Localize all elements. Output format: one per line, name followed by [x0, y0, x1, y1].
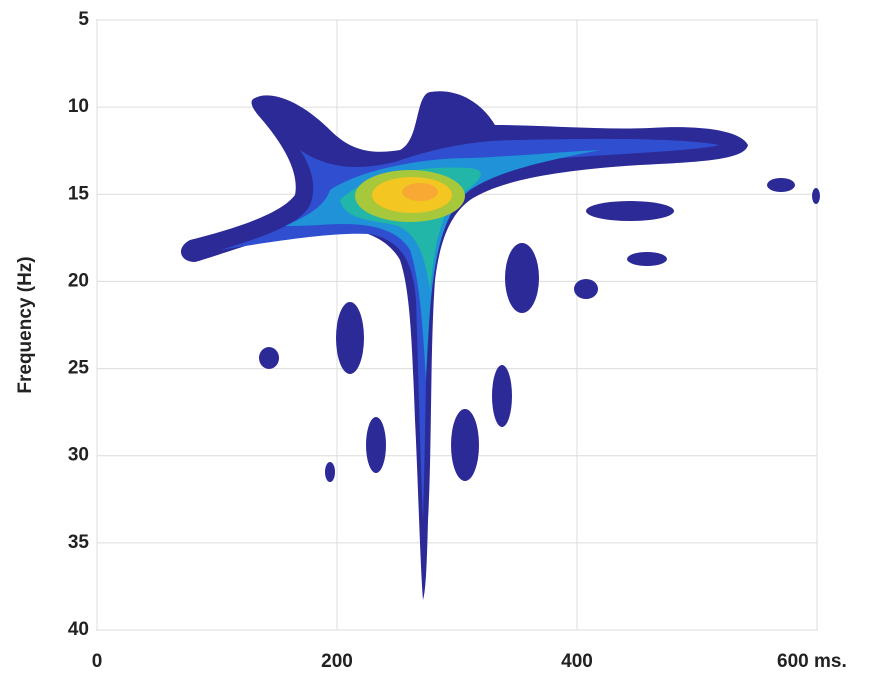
y-tick-label: 30 — [68, 445, 89, 466]
power-region — [505, 243, 539, 313]
y-axis-label: Frequency (Hz) — [15, 256, 36, 393]
power-region — [336, 302, 364, 374]
chart: Frequency (Hz) 5 10 15 20 25 30 35 400 200 400 600… — [0, 0, 878, 677]
power-region — [402, 183, 438, 201]
y-tick-label: 40 — [68, 619, 89, 640]
x-tick-label: 600 ms. — [777, 651, 847, 672]
y-tick-label: 20 — [68, 270, 89, 291]
power-region — [259, 347, 279, 369]
power-region — [586, 201, 674, 221]
power-region — [767, 178, 795, 192]
y-tick-label: 15 — [68, 183, 90, 204]
y-tick-label: 35 — [68, 532, 90, 553]
x-tick-label: 0 — [92, 651, 103, 672]
y-tick-label: 5 — [78, 9, 89, 30]
y-tick-label: 25 — [68, 358, 90, 379]
power-region — [325, 462, 335, 482]
power-region — [492, 365, 512, 427]
x-tick-label: 200 — [321, 651, 353, 672]
x-tick-label: 400 — [561, 651, 593, 672]
y-tick-label: 10 — [68, 96, 89, 117]
power-region — [627, 252, 667, 266]
power-region — [574, 279, 598, 299]
power-region — [366, 417, 386, 473]
power-region — [451, 409, 479, 481]
power-region — [812, 188, 820, 204]
